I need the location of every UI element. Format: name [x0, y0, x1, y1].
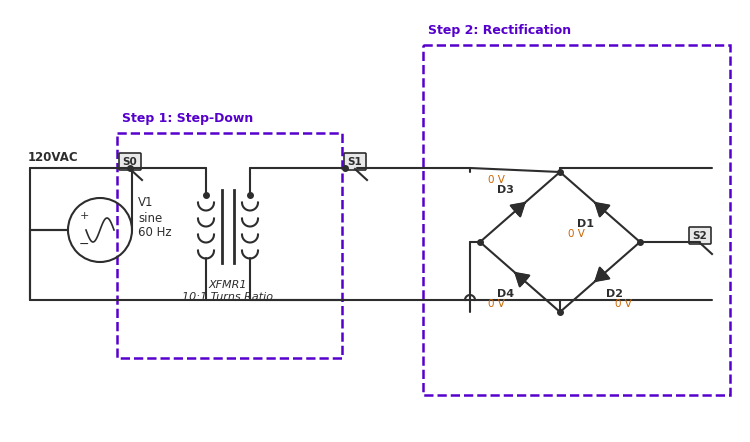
- Text: D2: D2: [606, 289, 623, 298]
- Text: S1: S1: [347, 157, 362, 167]
- Text: D4: D4: [497, 289, 514, 298]
- Polygon shape: [596, 267, 609, 281]
- Text: Step 2: Rectification: Step 2: Rectification: [428, 24, 572, 37]
- Polygon shape: [596, 203, 609, 217]
- Bar: [423, 45, 730, 395]
- Text: +: +: [80, 211, 88, 221]
- Polygon shape: [515, 273, 529, 286]
- Bar: [117, 133, 342, 358]
- Text: 0 V: 0 V: [488, 175, 505, 185]
- FancyBboxPatch shape: [689, 227, 711, 244]
- Text: 0 V: 0 V: [568, 229, 585, 239]
- Text: XFMR1
10:1 Turns Ratio: XFMR1 10:1 Turns Ratio: [182, 280, 274, 301]
- FancyBboxPatch shape: [119, 153, 141, 170]
- Text: 0 V: 0 V: [615, 299, 632, 309]
- Text: S2: S2: [693, 231, 707, 241]
- FancyBboxPatch shape: [344, 153, 366, 170]
- Text: S0: S0: [123, 157, 137, 167]
- Text: 0 V: 0 V: [488, 299, 505, 309]
- Text: −: −: [79, 237, 89, 251]
- Text: 120VAC: 120VAC: [28, 151, 79, 164]
- Text: Step 1: Step-Down: Step 1: Step-Down: [122, 112, 254, 125]
- Text: V1
sine
60 Hz: V1 sine 60 Hz: [138, 197, 172, 240]
- Text: D3: D3: [497, 186, 514, 195]
- Polygon shape: [511, 203, 524, 217]
- Text: D1: D1: [577, 218, 594, 229]
